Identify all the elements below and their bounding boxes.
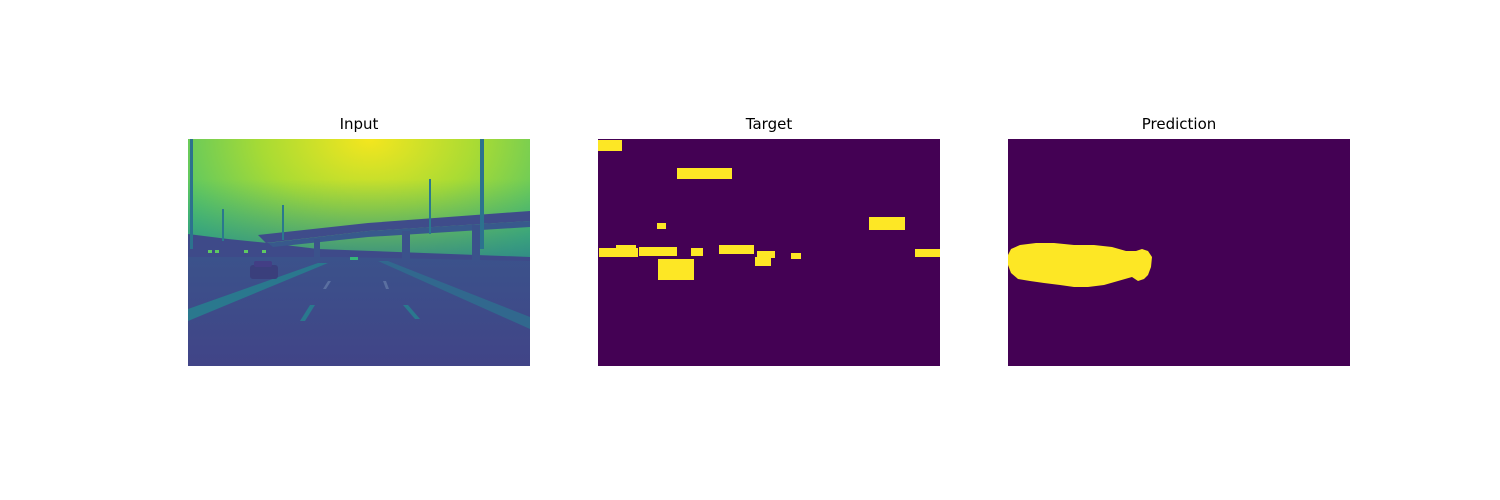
target-regions xyxy=(598,140,940,280)
prediction-title: Prediction xyxy=(1141,115,1217,133)
target-title: Target xyxy=(745,115,793,133)
prediction-blob xyxy=(1008,243,1152,287)
road xyxy=(188,257,530,366)
prediction-mask xyxy=(1008,139,1350,366)
target-mask xyxy=(598,139,940,366)
input-title: Input xyxy=(339,115,379,133)
car xyxy=(250,265,278,279)
overpass xyxy=(258,211,530,243)
input-image xyxy=(188,139,530,366)
